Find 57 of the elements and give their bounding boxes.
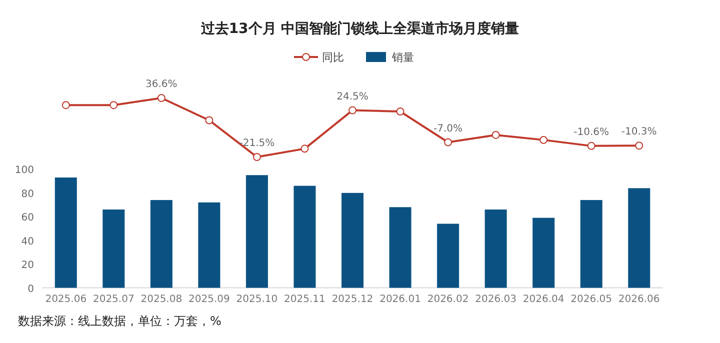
point	[396, 108, 404, 116]
legend-label: 销量	[391, 51, 414, 64]
x-tick-label: 2025.07	[92, 294, 134, 305]
y-tick-label: 40	[21, 236, 34, 248]
chart-title: 过去13个月 中国智能门锁线上全渠道市场月度销量	[200, 20, 520, 37]
x-tick-label: 2025.09	[188, 294, 230, 305]
bar	[294, 186, 316, 288]
x-tick-label: 2025.06	[45, 294, 87, 305]
point	[300, 144, 309, 153]
y-tick-label: 80	[21, 188, 34, 200]
bar	[484, 210, 507, 288]
point	[587, 142, 596, 150]
point	[157, 94, 166, 102]
point	[348, 106, 356, 114]
y-tick-label: 100	[14, 165, 34, 176]
y-tick-label: 20	[21, 260, 34, 272]
bar	[342, 192, 364, 288]
bar	[246, 175, 268, 288]
point	[62, 101, 70, 110]
point	[110, 101, 118, 110]
data-label: 36.6%	[146, 79, 178, 90]
data-label: -7.0%	[434, 123, 463, 134]
point	[492, 130, 500, 139]
x-tick-label: 2025.08	[140, 294, 182, 305]
bar	[437, 224, 460, 288]
bar	[532, 218, 555, 288]
x-tick-label: 2026.03	[475, 294, 516, 305]
x-tick-label: 2025.10	[236, 294, 278, 305]
x-tick-label: 2026.04	[522, 294, 564, 305]
x-tick-label: 2026.06	[618, 294, 660, 305]
x-tick-label: 2025.11	[284, 294, 326, 305]
x-tick-label: 2026.05	[570, 294, 612, 305]
x-tick-label: 2026.01	[380, 294, 421, 305]
bar	[54, 178, 77, 288]
point	[252, 153, 261, 161]
data-label: 24.5%	[336, 91, 368, 102]
data-label: -10.3%	[621, 126, 657, 138]
x-tick-label: 2026.02	[427, 294, 469, 305]
data-label: -21.5%	[239, 138, 275, 149]
x-tick-label: 2025.12	[332, 294, 374, 305]
source-note: 数据来源：线上数据，单位：万套，%	[18, 314, 222, 328]
bar	[102, 210, 125, 288]
y-tick-label: 0	[28, 284, 34, 295]
point	[540, 136, 548, 144]
bar	[628, 188, 650, 288]
point	[635, 142, 644, 150]
bar	[150, 200, 172, 288]
bar	[580, 200, 602, 288]
bar	[389, 207, 412, 288]
y-tick-label: 60	[21, 212, 34, 224]
data-label: -10.6%	[574, 126, 610, 138]
legend: 销量	[366, 51, 414, 64]
point	[444, 138, 452, 146]
legend-label: 同比	[322, 51, 344, 64]
legend: 同比	[294, 51, 344, 64]
point	[205, 116, 214, 124]
bar	[198, 202, 220, 288]
